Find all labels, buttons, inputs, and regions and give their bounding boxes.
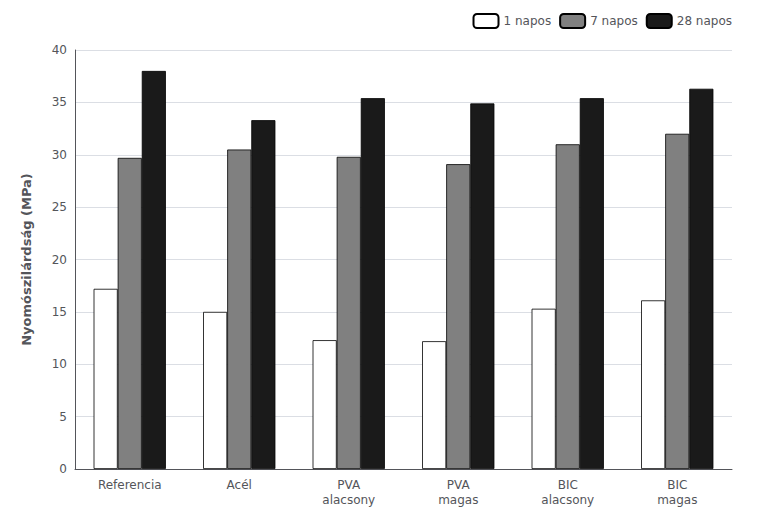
svg-text:magas: magas [438,493,478,507]
svg-text:20: 20 [52,253,67,267]
svg-text:PVA: PVA [337,478,361,492]
svg-text:Nyomószilárdság (MPa): Nyomószilárdság (MPa) [19,173,34,346]
svg-text:BIC: BIC [558,478,578,492]
svg-text:Referencia: Referencia [98,478,162,492]
svg-text:magas: magas [657,493,697,507]
svg-text:25: 25 [52,200,67,214]
svg-text:Acél: Acél [227,478,252,492]
svg-text:PVA: PVA [447,478,471,492]
svg-text:alacsony: alacsony [322,493,375,507]
svg-text:1 napos: 1 napos [504,14,552,28]
svg-text:BIC: BIC [667,478,687,492]
svg-text:30: 30 [52,148,67,162]
svg-text:alacsony: alacsony [541,493,594,507]
svg-text:40: 40 [52,43,67,57]
svg-text:0: 0 [59,462,67,476]
svg-text:5: 5 [59,410,67,424]
svg-text:28 napos: 28 napos [677,14,732,28]
svg-text:35: 35 [52,95,67,109]
svg-text:15: 15 [52,305,67,319]
svg-text:10: 10 [52,357,67,371]
svg-text:7 napos: 7 napos [590,14,638,28]
